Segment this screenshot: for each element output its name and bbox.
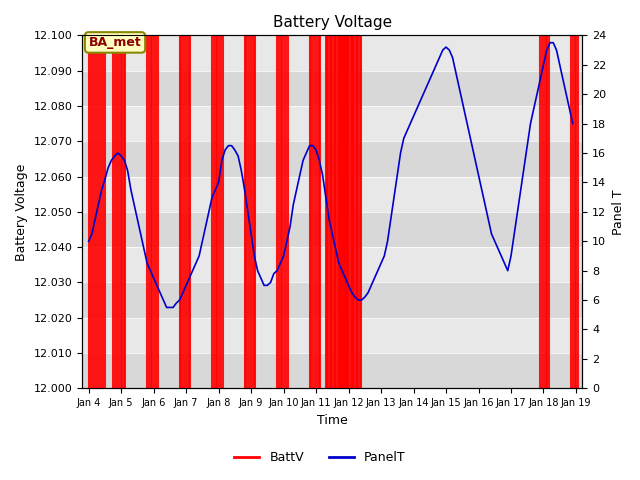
Y-axis label: Panel T: Panel T	[612, 189, 625, 235]
Title: Battery Voltage: Battery Voltage	[273, 15, 392, 30]
Y-axis label: Battery Voltage: Battery Voltage	[15, 163, 28, 261]
Bar	[82, 36, 582, 71]
X-axis label: Time: Time	[317, 414, 348, 427]
Legend: BattV, PanelT: BattV, PanelT	[229, 446, 411, 469]
Text: BA_met: BA_met	[89, 36, 141, 49]
Bar	[82, 141, 582, 177]
Bar	[82, 353, 582, 388]
Bar	[82, 247, 582, 282]
Bar	[82, 177, 582, 212]
Bar	[82, 318, 582, 353]
Bar	[82, 212, 582, 247]
Bar	[82, 106, 582, 141]
Bar	[82, 71, 582, 106]
Bar	[82, 282, 582, 318]
